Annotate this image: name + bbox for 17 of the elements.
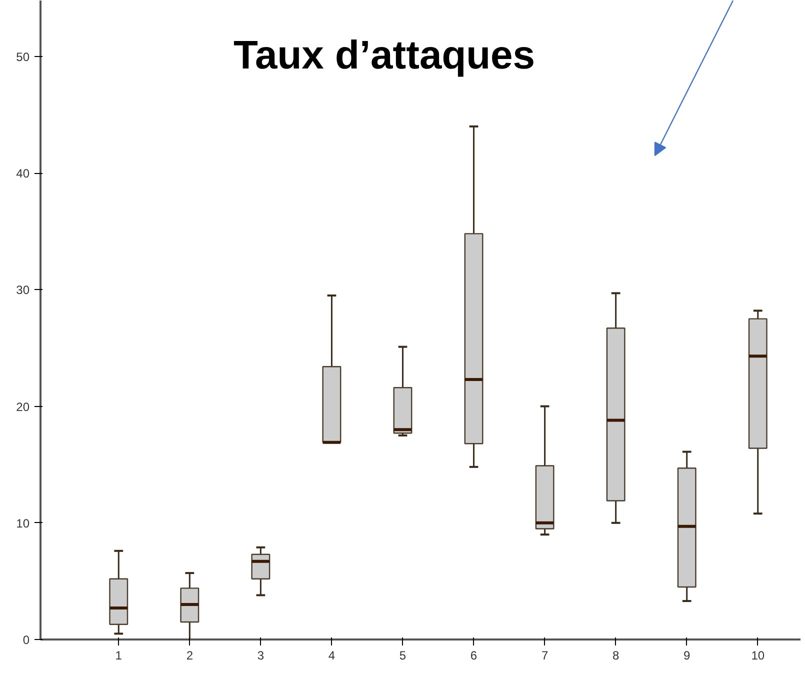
y-tick-label: 50 <box>16 50 30 64</box>
x-tick-label: 2 <box>186 648 194 662</box>
x-tick-label: 1 <box>115 648 122 662</box>
x-tick-label: 6 <box>470 648 478 662</box>
x-tick-label: 9 <box>684 648 691 662</box>
y-tick-label: 40 <box>16 166 30 181</box>
x-tick-label: 7 <box>541 648 548 662</box>
y-tick-label: 30 <box>16 283 30 298</box>
text: Taux d’attaques <box>234 33 536 78</box>
y-tick-label: 20 <box>16 400 30 414</box>
x-tick-label: 8 <box>612 648 620 662</box>
x-tick-label: 5 <box>399 648 406 662</box>
x-tick-label: 3 <box>257 648 264 662</box>
y-tick-label: 10 <box>16 516 30 530</box>
y-tick-label: 0 <box>22 633 30 647</box>
x-tick-label: 4 <box>328 648 336 662</box>
x-tick-label: 10 <box>751 648 765 662</box>
